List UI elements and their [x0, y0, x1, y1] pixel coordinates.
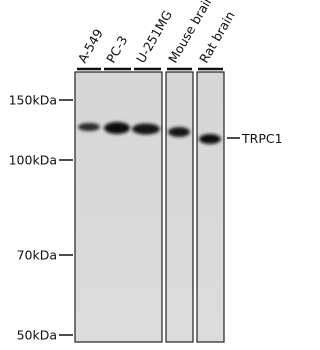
marker-label: 70kDa: [17, 248, 57, 263]
marker-label: 100kDa: [9, 153, 57, 168]
target-label: TRPC1: [241, 131, 283, 146]
band: [168, 127, 190, 137]
marker-label: 50kDa: [17, 328, 57, 343]
band: [199, 134, 221, 144]
bands: [78, 122, 221, 144]
lane-label: PC-3: [103, 33, 130, 65]
band: [132, 123, 160, 135]
band: [104, 122, 130, 134]
blot-panel: [165, 71, 194, 343]
blot-panel: [74, 71, 163, 343]
band: [78, 123, 100, 131]
marker-labels: 150kDa 100kDa 70kDa 50kDa: [9, 93, 73, 343]
blot-panel: [196, 71, 225, 343]
lane-label: A-549: [75, 26, 106, 65]
marker-label: 150kDa: [9, 93, 57, 108]
